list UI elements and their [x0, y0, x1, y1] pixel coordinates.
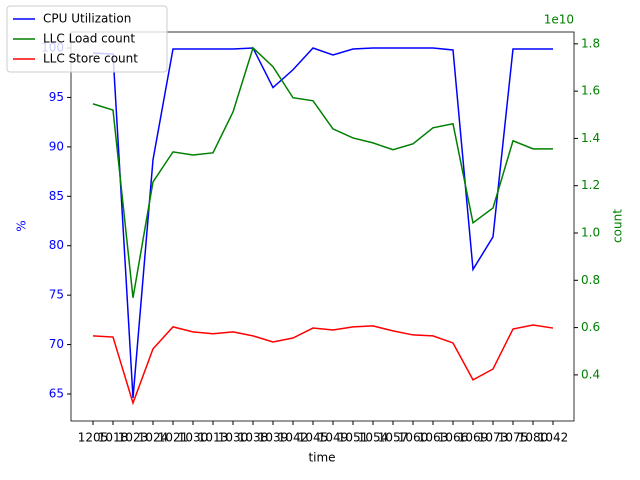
y2-tick-label: 1.0	[581, 226, 600, 240]
series-line	[92, 47, 553, 399]
x-tick-label: 1045	[298, 431, 329, 445]
x-tick-label: 1024	[138, 431, 169, 445]
x-tick-label: 1021	[158, 431, 189, 445]
y-tick-label: 85	[49, 189, 64, 203]
y2-tick-label: 0.8	[581, 273, 600, 287]
y-tick-label: 65	[49, 387, 64, 401]
x-tick-label: 1069	[458, 431, 489, 445]
x-tick-label: 1075	[498, 431, 529, 445]
x-tick-label: 1073	[478, 431, 509, 445]
x-tick-label: 1038	[238, 431, 269, 445]
y2-offset-label: 1e10	[544, 13, 574, 27]
x-tick-label: 1066	[438, 431, 469, 445]
y-tick-label: 80	[49, 238, 64, 252]
x-axis-label: time	[308, 451, 335, 465]
y-tick-label: 75	[49, 288, 64, 302]
y-tick-label: 95	[49, 90, 64, 104]
x-tick-label: 1023	[118, 431, 149, 445]
y2-tick-label: 0.6	[581, 320, 600, 334]
y2-tick-label: 1.8	[581, 36, 600, 50]
y-axis-label: %	[15, 220, 29, 231]
legend-label: LLC Store count	[43, 52, 138, 66]
legend-label: LLC Load count	[43, 32, 135, 46]
legend-box	[6, 5, 168, 73]
y2-tick-label: 1.2	[581, 178, 600, 192]
x-tick-label: 1063	[418, 431, 449, 445]
x-tick-label: 1049	[318, 431, 349, 445]
legend: CPU Utilization LLC Load count LLC Store c…	[6, 5, 168, 73]
x-tick-label: 1030	[218, 431, 249, 445]
x-tick-label: 1013	[198, 431, 229, 445]
x-tick-label: 1018	[98, 431, 129, 445]
y-tick-label: 90	[49, 139, 64, 153]
x-tick-label: 1060	[398, 431, 429, 445]
y2-tick-label: 0.4	[581, 367, 600, 381]
series-line	[92, 46, 553, 298]
axes-frame	[70, 31, 575, 422]
x-tick-label: 1030	[178, 431, 209, 445]
x-tick-label: 1042	[278, 431, 309, 445]
y2-tick-label: 1.4	[581, 131, 600, 145]
x-tick-label: 1051	[338, 431, 369, 445]
y2-axis-label: count	[611, 209, 625, 243]
x-tick-label: 1039	[258, 431, 289, 445]
y-tick-label: 70	[49, 337, 64, 351]
x-tick-label: 1054	[358, 431, 389, 445]
x-tick-label: 1080	[518, 431, 549, 445]
x-tick-label: 1205	[78, 431, 109, 445]
legend-label: CPU Utilization	[43, 12, 131, 26]
series-line	[92, 324, 554, 406]
x-tick-label: 1042	[538, 431, 569, 445]
y2-tick-label: 1.6	[581, 84, 600, 98]
x-tick-label: 1057	[378, 431, 409, 445]
